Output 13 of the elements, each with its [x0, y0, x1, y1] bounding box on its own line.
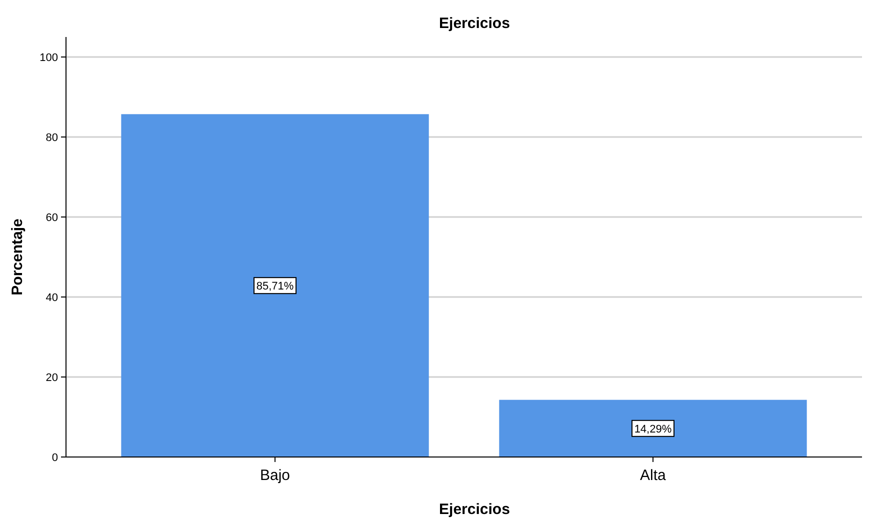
y-tick-label: 80: [46, 132, 58, 144]
y-tick-label: 40: [46, 292, 58, 304]
data-label: 85,71%: [256, 280, 294, 293]
y-axis-title: Porcentaje: [9, 218, 26, 296]
y-tick-label: 0: [52, 452, 58, 464]
x-tick-label: Bajo: [260, 467, 290, 484]
y-tick-label: 60: [46, 212, 58, 224]
data-label: 14,29%: [634, 423, 672, 436]
y-tick-label: 100: [40, 52, 58, 64]
chart-title: Ejercicios: [439, 15, 510, 32]
x-tick-label: Alta: [640, 467, 667, 484]
y-tick-label: 20: [46, 372, 58, 384]
x-axis-title: Ejercicios: [439, 501, 510, 518]
